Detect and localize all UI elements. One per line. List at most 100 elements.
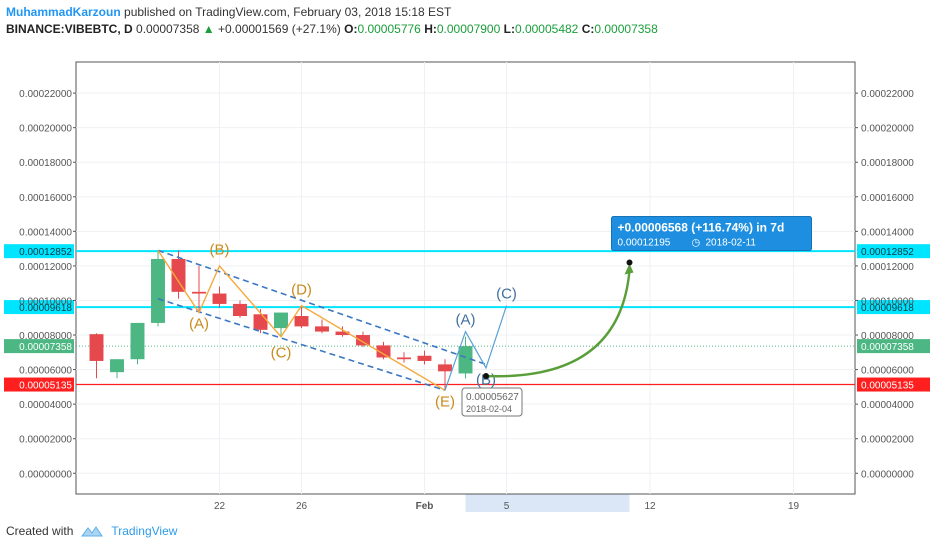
y-tick-label-left: 0.00012000 bbox=[19, 262, 72, 273]
candle-body bbox=[151, 258, 165, 323]
price-badge-left bbox=[4, 244, 74, 259]
wave-label-orange: (B) bbox=[210, 242, 230, 259]
y-tick-label-right: 0.00016000 bbox=[861, 193, 914, 204]
y-tick-label-left: 0.00002000 bbox=[19, 435, 72, 446]
y-tick-label-right: 0.00006000 bbox=[861, 366, 914, 377]
price-badge-left bbox=[4, 300, 74, 315]
open-value: 0.00005776 bbox=[357, 22, 421, 36]
x-tick-label: 22 bbox=[214, 501, 226, 512]
y-tick-label-right: 0.00012000 bbox=[861, 262, 914, 273]
candle-body bbox=[110, 359, 124, 373]
y-tick-label-right: 0.00022000 bbox=[861, 89, 914, 100]
candle-body bbox=[335, 331, 350, 336]
created-with-text: Created with bbox=[6, 524, 74, 538]
candle-body bbox=[274, 312, 288, 329]
author-name[interactable]: MuhammadKarzoun bbox=[6, 5, 121, 19]
y-tick-label-left: 0.00014000 bbox=[19, 227, 72, 238]
x-tick-label: Feb bbox=[416, 501, 434, 512]
chart-background bbox=[75, 61, 856, 512]
abcde-wave-line bbox=[157, 249, 446, 391]
candle-body bbox=[233, 303, 247, 317]
low-label: L: bbox=[503, 22, 515, 36]
wave-label-orange: (D) bbox=[291, 281, 312, 298]
candle-body bbox=[458, 346, 473, 374]
y-tick-label-right: 0.00002000 bbox=[861, 435, 914, 446]
high-value: 0.00007900 bbox=[436, 22, 501, 36]
price-pin-value: 0.00005627 bbox=[466, 392, 519, 403]
candle-body bbox=[130, 322, 145, 360]
price-badge-left bbox=[4, 377, 74, 392]
y-tick-label-left: 0.00016000 bbox=[19, 193, 72, 204]
tradingview-brand-link[interactable]: TradingView bbox=[111, 524, 178, 538]
y-tick-label-right: 0.00008000 bbox=[861, 331, 914, 342]
price-badge-left-text: 0.00012852 bbox=[19, 247, 72, 258]
y-tick-label-right: 0.00014000 bbox=[861, 227, 914, 238]
y-tick-label-right: 0.00018000 bbox=[861, 158, 914, 169]
wave-label-orange: (C) bbox=[271, 344, 292, 361]
candle-body bbox=[294, 316, 309, 327]
x-tick-label: 12 bbox=[644, 501, 656, 512]
price-badge-right-text: 0.00005135 bbox=[861, 381, 914, 392]
tradingview-logo-icon bbox=[81, 526, 104, 537]
high-label: H: bbox=[424, 22, 437, 36]
target-point bbox=[626, 259, 633, 266]
up-arrow-icon: ▲ bbox=[202, 22, 215, 36]
clock-icon: ◷ bbox=[692, 238, 701, 249]
price-pin-date: 2018-02-04 bbox=[466, 404, 512, 414]
price-badge-right bbox=[857, 339, 930, 354]
price-badge-right-text: 0.00007358 bbox=[861, 342, 914, 353]
y-tick-label-left: 0.00000000 bbox=[19, 469, 72, 480]
y-tick-label-left: 0.00022000 bbox=[19, 89, 72, 100]
plot-frame bbox=[75, 61, 856, 495]
price-change: +0.00001569 (+27.1%) bbox=[218, 22, 341, 36]
price-badge-right bbox=[857, 244, 930, 259]
candle-body bbox=[376, 345, 391, 358]
drawings: (A)(B)(C)(D)(E)(A)(C)(B)+0.00006568 (+11… bbox=[157, 216, 812, 417]
channel-line bbox=[157, 249, 487, 366]
open-label: O: bbox=[344, 22, 358, 36]
candle-body bbox=[253, 314, 268, 330]
candle-body bbox=[171, 258, 186, 292]
footer: Created with TradingView bbox=[6, 524, 177, 538]
projection-wave-line bbox=[444, 305, 508, 391]
horizontal-levels: 0.00012852 0.00012852 0.00009618 0.00009618… bbox=[4, 244, 930, 392]
measure-callout-change: +0.00006568 (+116.74%) in 7d bbox=[618, 221, 785, 235]
price-badge-right-text: 0.00012852 bbox=[861, 247, 914, 258]
wave-label-orange: (A) bbox=[189, 316, 209, 333]
price-badge-left-text: 0.00009618 bbox=[19, 303, 72, 314]
axes: 0.00000000 0.00000000 0.00002000 0.00002000… bbox=[19, 89, 914, 512]
y-tick-label-left: 0.00020000 bbox=[19, 124, 72, 135]
wave-label-blue: (A) bbox=[456, 312, 476, 329]
candle-body bbox=[397, 357, 411, 360]
low-value: 0.00005482 bbox=[514, 22, 579, 36]
wave-label-blue: (C) bbox=[496, 286, 517, 303]
start-point bbox=[483, 373, 489, 380]
symbol-label: BINANCE:VIBEBTC, D bbox=[6, 22, 133, 36]
channel-line bbox=[157, 297, 446, 392]
last-price: 0.00007358 bbox=[136, 22, 200, 36]
wave-label-orange: (E) bbox=[435, 394, 455, 411]
candle-body bbox=[315, 326, 329, 332]
price-badge-left-text: 0.00007358 bbox=[19, 342, 72, 353]
x-tick-label: 5 bbox=[504, 501, 510, 512]
price-badge-left bbox=[4, 339, 74, 354]
close-value: 0.00007358 bbox=[594, 22, 658, 36]
y-tick-label-right: 0.00000000 bbox=[861, 469, 914, 480]
price-badge-right bbox=[857, 377, 930, 392]
price-pin-box bbox=[461, 387, 523, 417]
x-tick-label: 26 bbox=[296, 501, 308, 512]
publication-line: MuhammadKarzoun published on TradingView… bbox=[6, 5, 451, 19]
candle-body bbox=[212, 293, 227, 304]
candlesticks bbox=[89, 250, 473, 391]
candle-body bbox=[417, 355, 432, 361]
price-badge-right-text: 0.00009618 bbox=[861, 303, 914, 314]
candle-body bbox=[192, 291, 206, 294]
measure-callout-price: 0.00012195 bbox=[618, 238, 671, 249]
candle-body bbox=[356, 335, 370, 346]
symbol-info-line: BINANCE:VIBEBTC, D 0.00007358 ▲ +0.00001… bbox=[6, 22, 658, 36]
x-axis-range-highlight bbox=[465, 494, 630, 512]
price-badge-right bbox=[857, 300, 930, 315]
grid-lines bbox=[76, 62, 855, 494]
y-tick-label-left: 0.00008000 bbox=[19, 331, 72, 342]
